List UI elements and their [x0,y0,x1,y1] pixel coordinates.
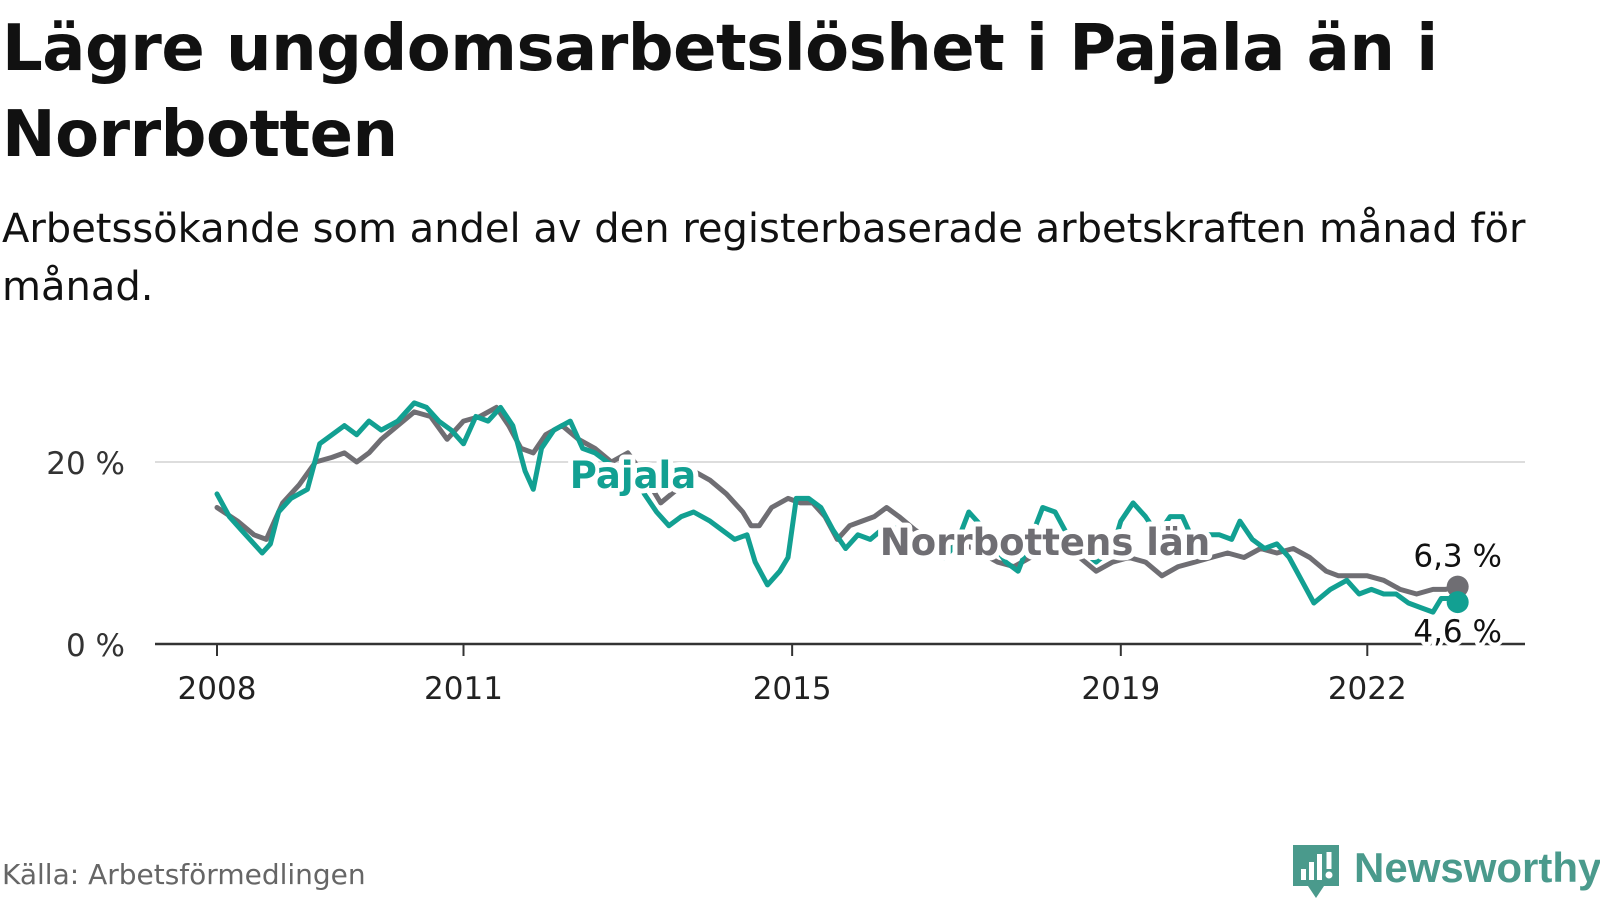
series-name-label-pajala: Pajala [570,454,696,497]
x-tick-label: 2022 [1328,671,1407,707]
axis-ticks: 0 % 20 % 2008 2011 2015 2019 2022 [46,446,1407,707]
chart-subtitle: Arbetssökande som andel av den registerb… [2,206,1526,310]
series-labels: 6,3 % 4,6 % Pajala Norrbottens län [565,449,1506,654]
end-point-pajala [1446,591,1469,614]
y-tick-label: 20 % [46,446,125,482]
y-tick-label: 0 % [66,628,125,664]
x-tick-label: 2008 [178,671,257,707]
end-value-label-pajala: 4,6 % [1413,614,1502,650]
source-note: Källa: Arbetsförmedlingen [2,858,366,891]
chart-title: Lägre ungdomsarbetslöshet i Pajala än i … [2,12,1438,172]
x-tick-label: 2019 [1081,671,1160,707]
brand-name: Newsworthy [1354,844,1600,891]
end-point-norrbotten [1446,575,1469,598]
series-line-pajala [214,400,1461,615]
end-value-label-norrbotten: 6,3 % [1413,539,1502,575]
newsworthy-logo-icon [1293,845,1339,898]
series-lines [155,400,1525,646]
series-line-norrbotten [214,404,1461,597]
series-name-label-norrbotten: Norrbottens län [880,521,1211,564]
x-tick-label: 2015 [753,671,832,707]
x-tick-label: 2011 [424,671,503,707]
brand-logo[interactable]: Newsworthy [1290,842,1600,900]
